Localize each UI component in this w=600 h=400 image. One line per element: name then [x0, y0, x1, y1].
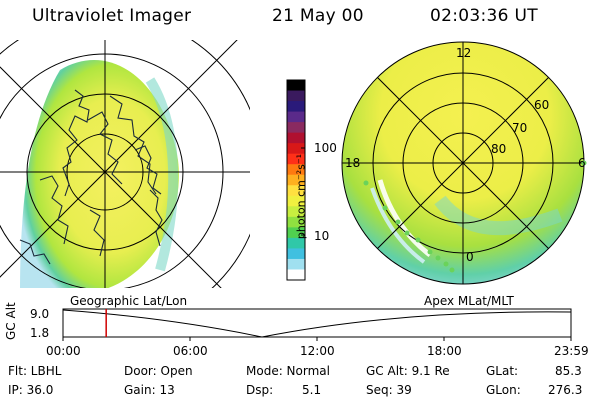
- colorbar-unit-label: photon cm⁻²s⁻¹: [294, 153, 308, 240]
- mlt-0-label: 0: [466, 250, 474, 264]
- magnetic-polar-plot: [341, 41, 587, 285]
- timeline-y-axis-label: GC Alt: [4, 302, 18, 340]
- colorbar-swatch: [287, 122, 305, 134]
- colorbar: [286, 79, 306, 281]
- mlat-70-label: 70: [512, 121, 528, 135]
- mlat-60-label: 60: [534, 98, 550, 112]
- timeline-x-tick-0000: 00:00: [46, 344, 81, 358]
- colorbar-swatch: [287, 143, 305, 155]
- colorbar-swatch: [287, 206, 305, 218]
- door-status: Door: Open: [124, 364, 193, 378]
- timeline-x-tick-2359: 23:59: [554, 344, 589, 358]
- colorbar-swatch: [287, 258, 305, 270]
- glat-status-label: GLat:: [486, 364, 519, 378]
- time-label: 02:03:36 UT: [430, 6, 538, 26]
- colorbar-tick-100: 100: [314, 141, 337, 155]
- colorbar-swatch: [287, 185, 305, 197]
- glat-status-value: 85.3: [555, 364, 582, 378]
- dsp-status-value: 5.1: [302, 383, 322, 397]
- colorbar-swatch: [287, 80, 305, 92]
- instrument-title: Ultraviolet Imager: [32, 6, 192, 26]
- timeline-x-tick-1200: 12:00: [300, 344, 335, 358]
- colorbar-swatch: [287, 195, 305, 207]
- colorbar-swatch: [287, 216, 305, 228]
- flt-status: Flt: LBHL: [8, 364, 62, 378]
- colorbar-swatch: [287, 174, 305, 186]
- colorbar-frame: [286, 79, 306, 281]
- timeline-y-tick-bottom: 1.8: [30, 326, 50, 340]
- colorbar-swatch: [287, 101, 305, 113]
- mlt-18-label: 18: [345, 156, 361, 170]
- ip-status: IP: 36.0: [8, 383, 54, 397]
- timeline-panel: [62, 308, 572, 341]
- colorbar-swatch: [287, 164, 305, 176]
- colorbar-swatch: [287, 227, 305, 239]
- colorbar-swatch: [287, 90, 305, 102]
- colorbar-swatch: [287, 132, 305, 144]
- seq-status: Seq: 39: [366, 383, 412, 397]
- colorbar-swatch: [287, 153, 305, 165]
- colorbar-swatch: [287, 248, 305, 260]
- glon-status-value: 276.3: [548, 383, 583, 397]
- colorbar-tick-10: 10: [314, 229, 330, 243]
- colorbar-swatch: [287, 269, 305, 281]
- glon-status-label: GLon:: [486, 383, 521, 397]
- date-label: 21 May 00: [272, 6, 364, 26]
- mlat-80-label: 80: [491, 142, 507, 156]
- colorbar-swatch: [287, 237, 305, 249]
- dsp-status-label: Dsp:: [246, 383, 274, 397]
- geographic-map: [0, 40, 250, 288]
- mlt-6-label: 6: [578, 156, 586, 170]
- mode-status: Mode: Normal: [246, 364, 330, 378]
- data-points: [363, 160, 587, 273]
- apex-caption: Apex MLat/MLT: [424, 294, 514, 308]
- mlt-12-label: 12: [456, 46, 472, 60]
- colorbar-swatch: [287, 111, 305, 123]
- timeline-x-tick-0600: 06:00: [173, 344, 208, 358]
- timeline-x-tick-1800: 18:00: [427, 344, 462, 358]
- geographic-caption: Geographic Lat/Lon: [70, 294, 188, 308]
- gain-status: Gain: 13: [124, 383, 175, 397]
- timeline-y-tick-top: 9.0: [30, 307, 50, 321]
- gcalt-status: GC Alt: 9.1 Re: [366, 364, 450, 378]
